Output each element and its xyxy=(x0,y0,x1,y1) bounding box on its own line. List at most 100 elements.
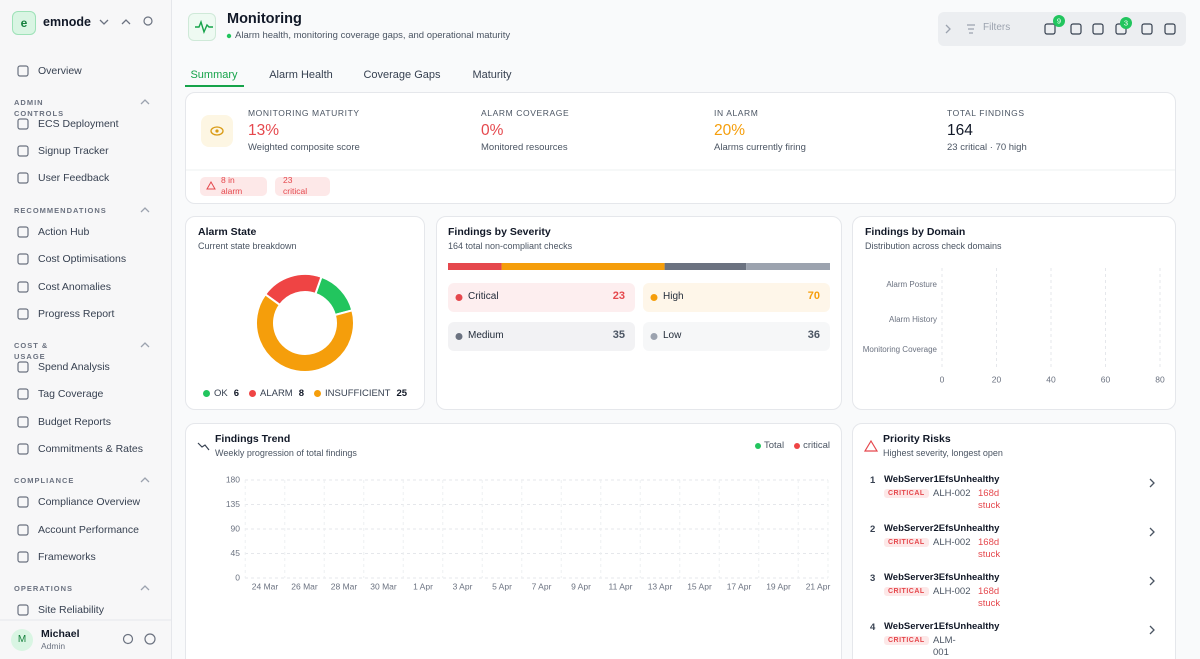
nav-item[interactable]: Commitments & Rates xyxy=(38,443,144,455)
legend-label: Total xyxy=(764,440,785,451)
severity-tile xyxy=(643,322,830,351)
legend-label: OK xyxy=(213,388,228,399)
panel-severity xyxy=(436,216,842,410)
severity-badge: CRITICAL xyxy=(884,489,929,498)
risk-age: 168d stuck xyxy=(978,537,1001,560)
user-avatar[interactable]: M xyxy=(11,629,33,651)
user-role: Admin xyxy=(41,641,66,651)
kpi-label: MONITORING MATURITY xyxy=(248,108,360,118)
kpi-value: 20% xyxy=(714,122,746,139)
risk-age: 168d stuck xyxy=(978,586,1001,609)
y-tick-label: Alarm Posture xyxy=(886,280,937,289)
legend-value: 8 xyxy=(298,388,305,399)
panel-subtitle: Current state breakdown xyxy=(198,241,297,251)
brand-logo[interactable]: e xyxy=(12,11,36,35)
nav-item[interactable]: ECS Deployment xyxy=(38,118,119,130)
kpi-note: Monitored resources xyxy=(481,142,568,153)
tab[interactable]: Alarm Health xyxy=(269,69,333,81)
severity-count: 36 xyxy=(807,329,820,341)
status-dot xyxy=(226,33,232,39)
nav-item[interactable]: Signup Tracker xyxy=(38,145,109,157)
brand-name[interactable]: emnode xyxy=(43,15,91,29)
trend-legend: Total critical xyxy=(700,440,830,451)
page-title: Monitoring xyxy=(227,11,302,27)
legend-item: OK 6 xyxy=(202,388,239,399)
severity-label: High xyxy=(663,291,684,302)
legend-dot xyxy=(314,390,322,397)
risk-id: ALH-002 xyxy=(933,488,971,499)
risk-id: ALM-001 xyxy=(933,635,956,658)
legend-label: ALARM xyxy=(259,388,293,399)
severity-label: Low xyxy=(663,330,682,341)
nav-item[interactable]: Progress Report xyxy=(38,308,115,320)
panel-domain xyxy=(852,216,1176,410)
nav-item[interactable]: Spend Analysis xyxy=(38,361,110,373)
panel-subtitle: Distribution across check domains xyxy=(865,241,1002,251)
nav-item[interactable]: Site Reliability xyxy=(38,604,104,616)
kpi-value: 0% xyxy=(481,122,504,139)
legend-dot xyxy=(248,390,256,397)
severity-badge: CRITICAL xyxy=(884,587,929,596)
risk-rank: 1 xyxy=(870,475,876,486)
nav-item[interactable]: Cost Anomalies xyxy=(38,281,111,293)
nav-item[interactable]: User Feedback xyxy=(38,172,110,184)
nav-item[interactable]: Budget Reports xyxy=(38,416,111,428)
panel-title: Alarm State xyxy=(198,226,257,238)
legend-item: critical xyxy=(794,440,830,451)
toolbar xyxy=(938,12,1186,46)
nav-item[interactable]: Frameworks xyxy=(38,551,96,563)
alert-chip-text: 8 in alarm xyxy=(221,175,243,196)
risk-name[interactable]: WebServer3EfsUnhealthy xyxy=(884,572,1000,583)
sidebar xyxy=(0,0,172,659)
panel-title: Findings by Domain xyxy=(865,226,966,238)
severity-label: Critical xyxy=(468,291,499,302)
kpi-label: ALARM COVERAGE xyxy=(481,108,570,118)
severity-badge: CRITICAL xyxy=(884,636,929,645)
nav-item[interactable]: Account Performance xyxy=(38,524,139,536)
legend-label: INSUFFICIENT xyxy=(325,388,391,399)
tab[interactable]: Maturity xyxy=(472,69,512,81)
nav-section-title[interactable]: COMPLIANCE xyxy=(14,476,75,485)
legend-dot xyxy=(794,442,801,449)
risk-id: ALH-002 xyxy=(933,586,971,597)
panel-title: Priority Risks xyxy=(883,433,951,445)
panel-title: Findings Trend xyxy=(215,433,291,445)
kpi-card xyxy=(185,92,1176,204)
risk-id: ALH-002 xyxy=(933,537,971,548)
severity-tile xyxy=(448,283,635,312)
legend-item: ALARM 8 xyxy=(248,388,305,399)
nav-section-title[interactable]: OPERATIONS xyxy=(14,584,74,593)
kpi-value: 164 xyxy=(947,122,973,139)
nav-item[interactable]: Tag Coverage xyxy=(38,388,104,400)
panel-trend xyxy=(185,423,842,659)
risk-name[interactable]: WebServer1EfsUnhealthy xyxy=(884,621,1000,632)
nav-section-title[interactable]: COST & USAGE xyxy=(14,341,49,361)
risk-rank: 2 xyxy=(870,524,876,535)
risk-name[interactable]: WebServer1EfsUnhealthy xyxy=(884,474,1000,485)
panel-title: Findings by Severity xyxy=(448,226,551,238)
nav-item[interactable]: Action Hub xyxy=(38,226,90,238)
kpi-note: 23 critical · 70 high xyxy=(947,142,1027,153)
filters-button[interactable]: Filters xyxy=(983,22,1011,33)
risk-rank: 4 xyxy=(870,622,876,633)
nav-section-title[interactable]: RECOMMENDATIONS xyxy=(14,206,107,215)
tab[interactable]: Summary xyxy=(190,69,238,81)
severity-count: 70 xyxy=(807,290,820,302)
nav-item[interactable]: Cost Optimisations xyxy=(38,253,127,265)
tab[interactable]: Coverage Gaps xyxy=(363,69,441,81)
user-name: Michael xyxy=(41,628,80,640)
nav-item[interactable]: Compliance Overview xyxy=(38,496,141,508)
severity-tile xyxy=(448,322,635,351)
kpi-label: IN ALARM xyxy=(714,108,759,118)
severity-tile xyxy=(643,283,830,312)
legend-value: 25 xyxy=(396,388,408,399)
page-subtitle: Alarm health, monitoring coverage gaps, … xyxy=(235,30,511,41)
nav-item[interactable]: Overview xyxy=(38,65,82,77)
risk-name[interactable]: WebServer2EfsUnhealthy xyxy=(884,523,1000,534)
legend-item: Total xyxy=(755,440,784,451)
y-tick-label: Alarm History xyxy=(888,315,937,324)
nav-section-title[interactable]: ADMIN CONTROLS xyxy=(14,98,65,118)
y-tick-label: Monitoring Coverage xyxy=(862,345,937,354)
panel-subtitle: Highest severity, longest open xyxy=(883,448,1003,458)
